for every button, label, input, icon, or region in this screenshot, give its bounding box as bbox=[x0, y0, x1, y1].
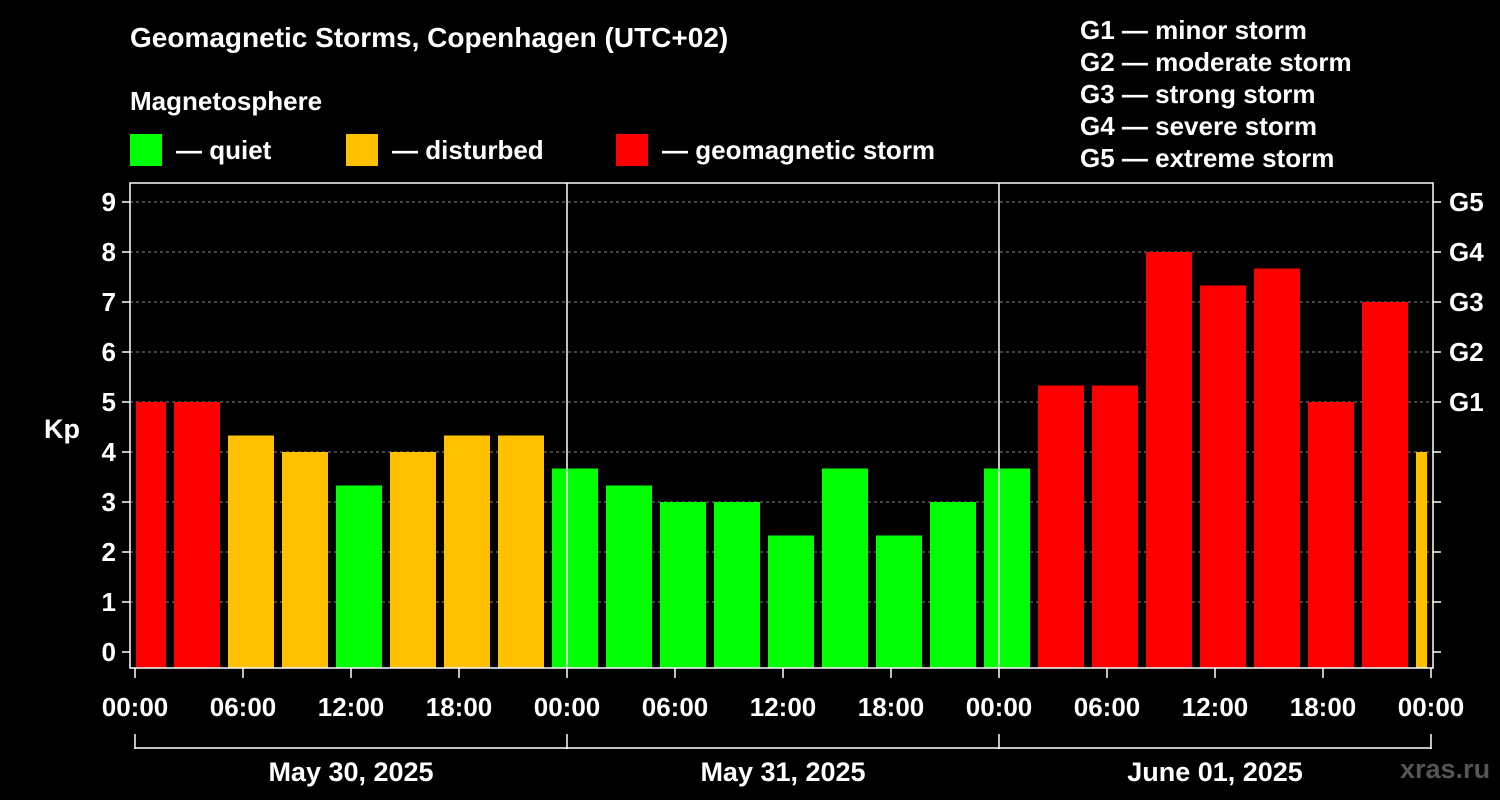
kp-bar bbox=[930, 502, 976, 668]
y-axis-label: Kp bbox=[44, 414, 80, 444]
kp-bar bbox=[444, 435, 490, 668]
legend-swatch-quiet bbox=[130, 134, 162, 166]
kp-bar bbox=[390, 452, 436, 668]
g-scale-label: G4 bbox=[1449, 237, 1484, 267]
g-scale-label: G1 bbox=[1449, 387, 1484, 417]
kp-bar bbox=[552, 468, 598, 668]
kp-bar bbox=[660, 502, 706, 668]
chart-title: Geomagnetic Storms, Copenhagen (UTC+02) bbox=[130, 22, 729, 53]
legend-item-quiet: — quiet bbox=[130, 133, 271, 167]
x-tick-label: 18:00 bbox=[1290, 692, 1357, 722]
x-tick-label: 18:00 bbox=[858, 692, 925, 722]
g-legend-g2: G2 — moderate storm bbox=[1080, 47, 1352, 77]
g-scale-legend: G1 — minor storm G2 — moderate storm G3 … bbox=[1080, 14, 1352, 174]
plot-frame bbox=[129, 182, 1434, 669]
x-tick-label: 12:00 bbox=[750, 692, 817, 722]
legend-swatch-disturbed bbox=[346, 134, 378, 166]
kp-bar bbox=[136, 402, 166, 668]
kp-bar bbox=[714, 502, 760, 668]
watermark: xras.ru bbox=[1400, 754, 1491, 784]
y-tick-label: 7 bbox=[102, 287, 116, 317]
x-tick-label: 06:00 bbox=[642, 692, 709, 722]
kp-bar bbox=[606, 485, 652, 668]
day-label: May 30, 2025 bbox=[268, 757, 433, 787]
y-tick-label: 2 bbox=[102, 537, 116, 567]
day-label: June 01, 2025 bbox=[1127, 757, 1303, 787]
x-tick-label: 18:00 bbox=[426, 692, 493, 722]
x-tick-label: 06:00 bbox=[210, 692, 277, 722]
legend-item-disturbed: — disturbed bbox=[346, 133, 544, 167]
kp-bar bbox=[768, 535, 814, 668]
kp-bar bbox=[1038, 385, 1084, 668]
x-tick-label: 00:00 bbox=[966, 692, 1033, 722]
y-tick-label: 9 bbox=[102, 187, 116, 217]
kp-bar bbox=[498, 435, 544, 668]
kp-bar bbox=[876, 535, 922, 668]
y-tick-label: 1 bbox=[102, 587, 116, 617]
y-tick-label: 0 bbox=[102, 637, 116, 667]
y-tick-label: 6 bbox=[102, 337, 116, 367]
kp-bar bbox=[1362, 302, 1408, 668]
y-tick-label: 3 bbox=[102, 487, 116, 517]
x-tick-label: 00:00 bbox=[534, 692, 601, 722]
g-scale-label: G3 bbox=[1449, 287, 1484, 317]
x-tick-label: 12:00 bbox=[1182, 692, 1249, 722]
x-tick-label: 00:00 bbox=[102, 692, 169, 722]
kp-bar bbox=[822, 468, 868, 668]
kp-bar bbox=[1416, 452, 1427, 668]
kp-bar bbox=[1308, 402, 1354, 668]
kp-bar bbox=[1146, 252, 1192, 668]
g-scale-label: G2 bbox=[1449, 337, 1484, 367]
y-tick-label: 5 bbox=[102, 387, 116, 417]
g-scale-label: G5 bbox=[1449, 187, 1484, 217]
y-tick-label: 4 bbox=[102, 437, 117, 467]
x-tick-label: 12:00 bbox=[318, 692, 385, 722]
kp-bar bbox=[228, 435, 274, 668]
kp-bar bbox=[984, 468, 1030, 668]
legend-label-disturbed: — disturbed bbox=[392, 134, 544, 165]
y-tick-label: 8 bbox=[102, 237, 116, 267]
magnetosphere-heading: Magnetosphere bbox=[130, 86, 323, 116]
x-tick-label: 06:00 bbox=[1074, 692, 1141, 722]
kp-bar bbox=[174, 402, 220, 668]
kp-bar bbox=[336, 485, 382, 668]
kp-bar bbox=[1092, 385, 1138, 668]
kp-bar bbox=[282, 452, 328, 668]
legend-label-quiet: — quiet bbox=[176, 134, 272, 165]
g-legend-g4: G4 — severe storm bbox=[1080, 111, 1318, 141]
g-legend-g5: G5 — extreme storm bbox=[1080, 143, 1335, 173]
kp-bar bbox=[1200, 285, 1246, 668]
day-label: May 31, 2025 bbox=[700, 757, 865, 787]
legend-swatch-storm bbox=[616, 134, 648, 166]
kp-bar bbox=[1254, 268, 1300, 668]
x-tick-label: 00:00 bbox=[1398, 692, 1465, 722]
g-legend-g3: G3 — strong storm bbox=[1080, 79, 1316, 109]
g-legend-g1: G1 — minor storm bbox=[1080, 15, 1307, 45]
legend-label-storm: — geomagnetic storm bbox=[662, 134, 936, 165]
legend-item-storm: — geomagnetic storm bbox=[616, 133, 935, 167]
